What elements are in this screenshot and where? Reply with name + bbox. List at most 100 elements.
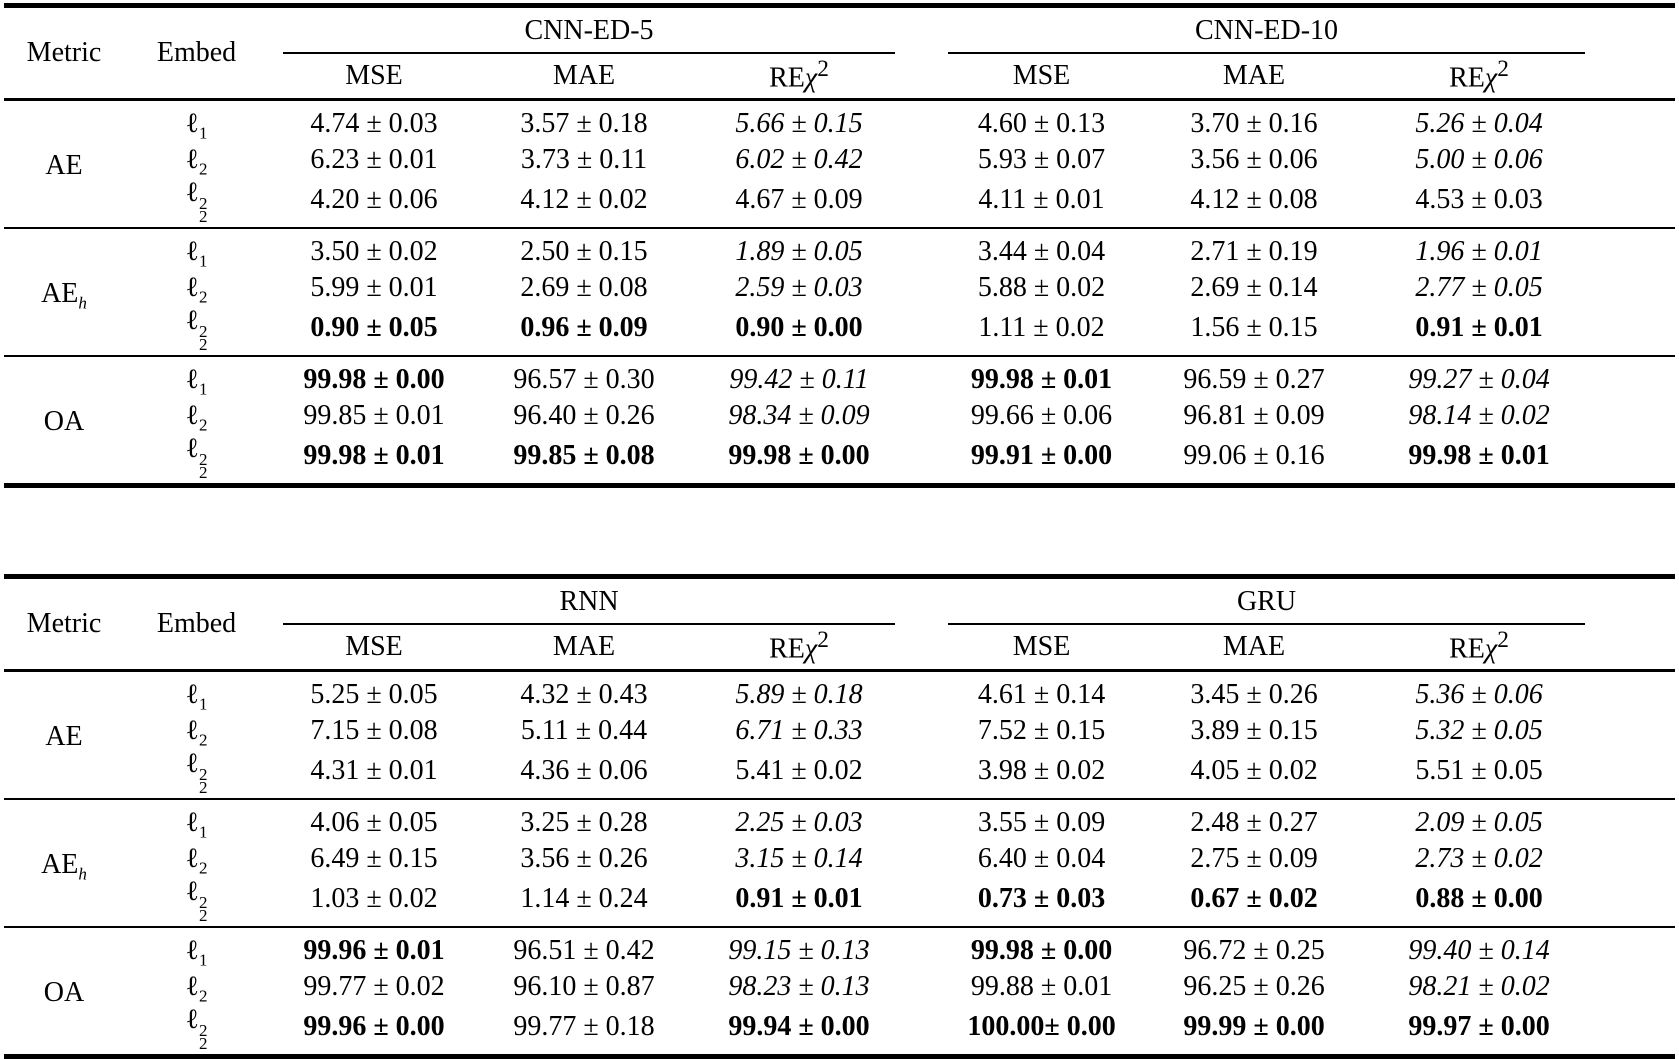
embed-symbol: ℓ <box>185 399 199 431</box>
value-cell: 96.57 ± 0.30 <box>479 355 689 398</box>
right-margin-cell <box>1599 434 1675 486</box>
value-text: 99.66 ± 0.06 <box>970 399 1113 431</box>
value-cell: 6.02 ± 0.42 <box>689 142 909 178</box>
value-cell: 1.14 ± 0.24 <box>479 877 689 927</box>
column-header-mae: MAE <box>479 54 689 101</box>
metric-section-aeh: AEh ℓ1 3.50 ± 0.02 2.50 ± 0.15 1.89 ± 0.05 3.… <box>4 227 1676 356</box>
value-text: 0.88 ± 0.00 <box>1415 883 1543 915</box>
column-header-rechi2: REχ2 <box>1359 54 1600 101</box>
value-cell: 4.53 ± 0.03 <box>1359 178 1599 228</box>
superscript: 2 <box>1497 627 1509 654</box>
table-row: OA ℓ1 99.98 ± 0.00 96.57 ± 0.30 99.42 ± 0.11… <box>4 355 1676 486</box>
value-text: 96.25 ± 0.26 <box>1183 970 1325 1002</box>
value-text: 4.67 ± 0.09 <box>735 184 863 216</box>
value-cell: 0.90 ± 0.00 <box>689 306 909 356</box>
embed-subscript: 2 <box>198 1034 208 1053</box>
column-header-label: MAE <box>552 630 616 662</box>
results-table-rnn-gru: Metric Embed RNN GRU MSE MAE REχ2 MSE MAE REχ2 AE ℓ… <box>4 574 1676 1059</box>
group-header: RNN <box>269 577 909 625</box>
group-header: GRU <box>934 577 1599 625</box>
value-cell: 5.11 ± 0.44 <box>479 713 689 749</box>
value-cell: 0.91 ± 0.01 <box>1359 306 1599 356</box>
value-cell: 5.93 ± 0.07 <box>934 142 1149 178</box>
value-text: 99.94 ± 0.00 <box>728 1011 870 1043</box>
embed-label-cell: ℓ2 <box>124 270 269 306</box>
value-cell: 6.49 ± 0.15 <box>269 841 479 877</box>
value-text: 0.67 ± 0.02 <box>1190 883 1318 915</box>
column-header-label: RE <box>1449 633 1485 665</box>
chi-symbol: χ <box>804 633 818 665</box>
embed-subscript: 1 <box>198 379 208 398</box>
column-header-label: RE <box>769 633 805 665</box>
value-cell: 99.98 ± 0.00 <box>934 926 1150 969</box>
embed-column-header: Embed <box>124 576 269 672</box>
embed-superscript: 2 <box>198 194 208 213</box>
value-text: 2.69 ± 0.08 <box>520 271 648 303</box>
value-text: 2.25 ± 0.03 <box>735 806 863 838</box>
value-cell: 5.88 ± 0.02 <box>934 270 1149 306</box>
cmidrule <box>948 623 1586 625</box>
value-text: 99.97 ± 0.00 <box>1408 1011 1550 1043</box>
metric-section-ae: AE ℓ1 4.74 ± 0.03 3.57 ± 0.18 5.66 ± 0.15 4.6… <box>4 98 1676 228</box>
value-cell: 99.27 ± 0.04 <box>1359 355 1600 398</box>
value-cell: 0.96 ± 0.09 <box>479 306 689 356</box>
embed-subscript: 2 <box>198 906 208 925</box>
right-margin <box>1599 576 1676 672</box>
value-cell: 99.91 ± 0.00 <box>934 434 1149 486</box>
value-cell: 99.85 ± 0.08 <box>479 434 689 486</box>
embed-symbol: ℓ <box>185 107 199 139</box>
table-row: AEh ℓ1 4.06 ± 0.05 3.25 ± 0.28 2.25 ± 0.03 3.… <box>4 798 1676 927</box>
column-gap-cell <box>909 306 934 356</box>
embed-subscript: 1 <box>198 950 208 969</box>
value-text: 0.73 ± 0.03 <box>977 883 1106 915</box>
value-text: 99.96 ± 0.01 <box>303 934 445 966</box>
value-cell: 3.56 ± 0.26 <box>479 841 689 877</box>
metric-subscript-text: h <box>78 864 87 884</box>
right-margin-cell <box>1599 926 1676 969</box>
value-text: 3.70 ± 0.16 <box>1190 107 1318 139</box>
value-text: 98.14 ± 0.02 <box>1408 399 1550 431</box>
value-cell: 96.25 ± 0.26 <box>1149 969 1359 1005</box>
metric-label-cell: AE <box>4 669 124 799</box>
value-cell: 3.45 ± 0.26 <box>1149 669 1360 713</box>
right-margin-cell <box>1599 227 1676 270</box>
column-gap-cell <box>909 841 934 877</box>
value-cell: 96.59 ± 0.27 <box>1149 355 1359 398</box>
value-text: 0.90 ± 0.00 <box>735 312 863 344</box>
value-text: 2.77 ± 0.05 <box>1415 271 1543 303</box>
value-cell: 0.67 ± 0.02 <box>1149 877 1359 927</box>
embed-symbol: ℓ <box>185 970 199 1002</box>
superscript: 2 <box>817 627 829 654</box>
metric-section-oa: OA ℓ1 99.98 ± 0.00 96.57 ± 0.30 99.42 ± 0.11… <box>4 355 1676 486</box>
value-cell: 98.21 ± 0.02 <box>1359 969 1599 1005</box>
value-text: 6.23 ± 0.01 <box>310 143 438 175</box>
table-row: AEh ℓ1 3.50 ± 0.02 2.50 ± 0.15 1.89 ± 0.05 3.… <box>4 227 1676 356</box>
column-header-mse: MSE <box>269 625 479 672</box>
value-text: 3.55 ± 0.09 <box>977 806 1106 838</box>
embed-symbol: ℓ <box>185 271 199 303</box>
value-text: 3.56 ± 0.26 <box>520 842 648 874</box>
value-text: 5.32 ± 0.05 <box>1415 714 1543 746</box>
value-text: 5.93 ± 0.07 <box>977 143 1106 175</box>
cmidrule <box>948 52 1586 54</box>
right-margin-cell <box>1599 841 1675 877</box>
metric-label: AE <box>45 721 83 753</box>
value-cell: 99.06 ± 0.16 <box>1149 434 1359 486</box>
chi-symbol: χ <box>1484 62 1498 94</box>
embed-symbol: ℓ <box>185 363 199 395</box>
right-margin-cell <box>1599 178 1675 228</box>
value-text: 4.12 ± 0.08 <box>1190 184 1318 216</box>
value-text: 1.03 ± 0.02 <box>310 883 438 915</box>
table-row: ℓ2 5.99 ± 0.01 2.69 ± 0.08 2.59 ± 0.03 5.88 … <box>4 270 1675 306</box>
column-header-rechi2: REχ2 <box>689 54 909 101</box>
value-cell: 2.73 ± 0.02 <box>1359 841 1599 877</box>
value-text: 99.98 ± 0.01 <box>1408 440 1550 472</box>
value-text: 98.34 ± 0.09 <box>728 399 870 431</box>
value-text: 5.51 ± 0.05 <box>1415 755 1543 787</box>
